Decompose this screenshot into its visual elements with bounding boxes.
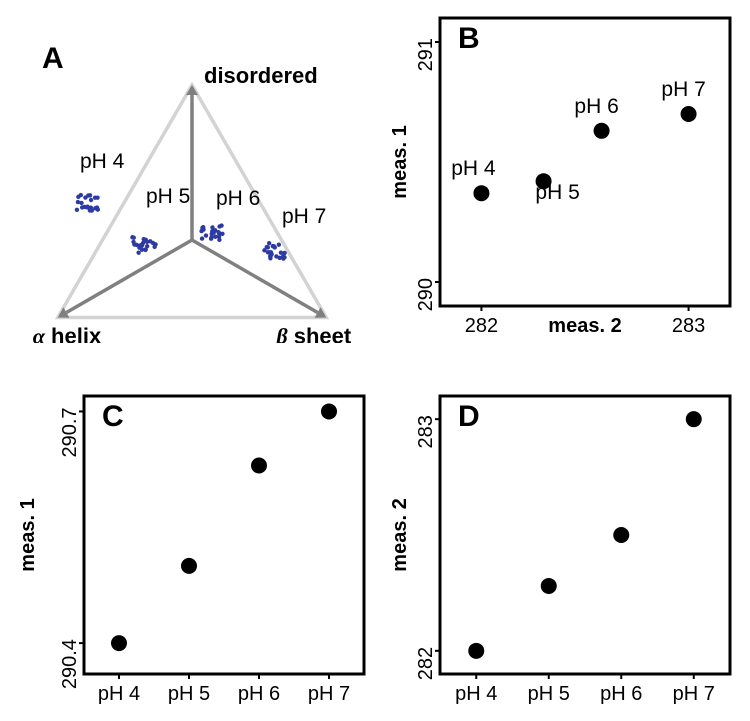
cluster-point [268,256,272,260]
ytick-label: 283 [415,415,437,448]
xtick-label: pH 7 [673,683,715,705]
panel-letter-A: A [42,42,64,75]
point-label: pH 6 [574,95,618,118]
ytick-label: 290.4 [59,639,81,689]
cluster-label: pH 7 [282,205,326,228]
data-point [251,458,267,474]
panel-D: 282 283 pH 4 pH 5 pH 6 pH 7 meas. 2 D [392,390,740,715]
cluster-point [132,242,136,246]
cluster-point [140,243,144,247]
cluster-label: pH 5 [146,185,190,208]
cluster-point [80,205,84,209]
cluster-point [83,195,87,199]
panel-B-svg: 290 291 282 283 meas. 1 meas. 2 pH 4 pH 5 pH 6 pH… [392,8,740,343]
cluster-point [130,235,134,239]
point-label: pH 4 [451,157,496,180]
cluster-point [79,201,83,205]
cluster-point [266,250,270,254]
ylabel: meas. 1 [392,125,411,198]
ytick-label: 290 [415,278,437,311]
cluster-label: pH 4 [80,150,125,173]
data-point [594,123,610,139]
panel-A: disordered α helix β sheet pH 4 pH 5 pH 6 pH 7… [14,8,369,343]
xtick-label: pH 4 [98,683,140,705]
cluster-point [199,229,203,233]
cluster-point [145,244,149,248]
data-point [473,185,489,201]
label-disordered: disordered [204,63,318,88]
point-label: pH 5 [535,181,579,204]
data-point [181,558,197,574]
xtick-label: pH 5 [168,683,210,705]
panel-C-svg: 290.4 290.7 pH 4 pH 5 pH 6 pH 7 meas. 1 C [14,390,369,715]
data-point [321,403,337,419]
point-label: pH 7 [661,78,705,101]
axis-beta [192,240,318,313]
cluster-point [96,207,100,211]
cluster-point [204,233,208,237]
cluster-point [217,224,221,228]
ytick-label: 282 [415,647,437,680]
cluster-point [75,208,79,212]
cluster-point [267,241,271,245]
cluster-point [153,242,157,246]
cluster-point [95,196,99,200]
cluster-point [88,193,92,197]
axis-alpha [66,240,192,313]
panel-letter: B [458,22,480,55]
data-point [613,527,629,543]
ylabel: meas. 2 [392,498,411,571]
cluster-point [79,193,83,197]
xtick-label: pH 7 [308,683,350,705]
data-point [468,643,484,659]
xtick-label: pH 6 [600,683,642,705]
plot-frame [440,396,730,674]
cluster-point [144,238,148,242]
cluster-label: pH 6 [216,187,260,210]
ylabel: meas. 1 [17,498,39,571]
xtick-label: 283 [672,315,705,337]
cluster-point [136,250,140,254]
data-point [541,578,557,594]
label-beta-sheet: β sheet [275,324,352,344]
cluster-point [88,208,92,212]
plot-frame [84,396,364,674]
xtick-label: pH 5 [528,683,570,705]
xtick-label: pH 4 [455,683,497,705]
xlabel: meas. 2 [548,315,621,337]
data-point [681,106,697,122]
cluster-point [148,239,152,243]
cluster-point [89,198,93,202]
panel-B: 290 291 282 283 meas. 1 meas. 2 pH 4 pH 5 pH 6 pH… [392,8,740,343]
panel-D-svg: 282 283 pH 4 pH 5 pH 6 pH 7 meas. 2 D [392,390,740,715]
cluster-point [274,254,278,258]
cluster-point [277,242,281,246]
data-point [111,635,127,651]
label-alpha-helix: α helix [33,324,102,344]
panel-C: 290.4 290.7 pH 4 pH 5 pH 6 pH 7 meas. 1 C [14,390,369,715]
ytick-label: 290.7 [59,407,81,457]
panel-letter: C [102,400,124,433]
cluster-point [281,254,285,258]
cluster-point [266,245,270,249]
figure-4panel: disordered α helix β sheet pH 4 pH 5 pH 6 pH 7… [0,0,750,721]
panel-A-svg: disordered α helix β sheet pH 4 pH 5 pH 6 pH 7… [14,8,369,343]
cluster-point [272,244,276,248]
cluster-point [213,235,217,239]
ytick-label: 291 [415,38,437,71]
panel-letter: D [458,400,480,433]
data-point [686,411,702,427]
xtick-label: 282 [465,315,498,337]
cluster-point [210,225,214,229]
xtick-label: pH 6 [238,683,280,705]
cluster-point [200,236,204,240]
